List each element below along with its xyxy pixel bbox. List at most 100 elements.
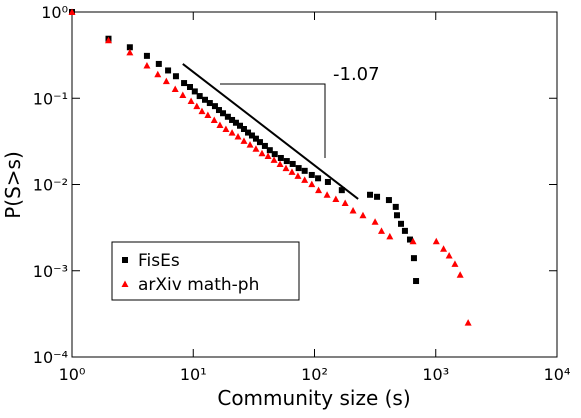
data-point <box>341 199 349 207</box>
data-point <box>237 122 244 129</box>
data-point <box>324 178 331 185</box>
x-tick-label: 10³ <box>422 365 449 384</box>
data-point <box>215 107 222 114</box>
data-point <box>171 85 179 93</box>
data-point <box>294 172 302 179</box>
fit-label: -1.07 <box>333 64 380 85</box>
data-point <box>245 129 252 136</box>
data-point <box>229 116 236 123</box>
x-tick-label: 10² <box>301 365 328 384</box>
data-point <box>277 154 284 161</box>
data-point <box>193 102 201 110</box>
data-point <box>288 168 296 175</box>
legend-label: FisEs <box>138 251 180 271</box>
data-point <box>198 107 206 115</box>
data-point <box>204 111 212 118</box>
data-point <box>258 149 266 157</box>
data-point <box>179 91 187 99</box>
data-point <box>126 48 134 56</box>
data-point <box>406 236 413 243</box>
data-point <box>283 158 290 165</box>
data-point <box>240 126 247 133</box>
data-point <box>308 180 316 188</box>
data-point <box>248 132 255 139</box>
data-point <box>202 96 209 103</box>
data-point <box>220 110 227 117</box>
y-tick-label: 10⁰ <box>41 3 68 22</box>
data-point <box>155 60 162 67</box>
data-point <box>266 147 273 154</box>
data-point <box>216 121 224 128</box>
y-tick-label: 10⁻³ <box>33 262 68 281</box>
data-point <box>359 211 367 219</box>
data-point <box>432 237 440 245</box>
data-point <box>367 191 374 198</box>
data-point <box>252 135 259 142</box>
data-point <box>393 212 400 219</box>
data-point <box>187 97 195 104</box>
data-point <box>401 227 408 234</box>
data-point <box>162 77 170 85</box>
data-point <box>104 36 112 44</box>
data-point <box>224 113 231 120</box>
data-point <box>126 44 133 51</box>
data-point <box>181 80 188 87</box>
data-point <box>271 151 278 158</box>
data-point <box>211 103 218 110</box>
data-point <box>191 88 198 95</box>
data-point <box>154 70 162 78</box>
x-axis-label: Community size (s) <box>217 386 410 410</box>
data-point <box>261 142 268 149</box>
data-point <box>386 232 394 240</box>
y-tick-label: 10⁻² <box>33 176 68 195</box>
data-point <box>392 203 399 210</box>
legend-marker <box>121 280 129 287</box>
data-point <box>264 152 272 160</box>
data-point <box>68 8 76 15</box>
data-point <box>143 61 151 69</box>
data-point <box>451 260 459 267</box>
annotation-bracket <box>220 83 326 158</box>
data-point <box>315 175 322 182</box>
data-point <box>371 218 379 225</box>
data-point <box>385 197 392 204</box>
data-point <box>276 160 284 167</box>
data-point <box>270 156 278 163</box>
data-point <box>289 160 296 167</box>
plot-frame <box>71 11 558 358</box>
legend-marker <box>122 257 128 263</box>
data-point <box>222 125 230 133</box>
x-tick-label: 10¹ <box>180 365 207 384</box>
data-point <box>308 171 315 178</box>
data-point <box>413 278 420 285</box>
data-point <box>240 137 248 144</box>
data-point <box>232 119 239 126</box>
fit-line <box>182 63 359 200</box>
data-point <box>301 167 308 174</box>
data-point <box>206 100 213 107</box>
data-point <box>172 73 179 80</box>
data-point <box>374 193 381 200</box>
data-point <box>234 133 242 140</box>
data-point <box>301 176 309 183</box>
data-point <box>210 116 218 123</box>
legend-box <box>111 241 300 301</box>
data-point <box>143 52 150 59</box>
data-point <box>464 319 472 326</box>
data-point <box>410 255 417 262</box>
data-point <box>338 187 345 194</box>
data-point <box>409 237 417 245</box>
data-point <box>456 271 464 278</box>
data-point <box>165 67 172 74</box>
y-tick-label: 10⁻¹ <box>33 89 68 108</box>
data-point <box>332 195 340 202</box>
y-tick-label: 10⁻⁴ <box>33 348 68 367</box>
legend-label: arXiv math-ph <box>138 275 259 295</box>
data-point <box>378 227 386 234</box>
data-point <box>440 245 448 252</box>
data-point <box>295 165 302 172</box>
data-point <box>349 206 357 214</box>
y-axis-label: P(S>s) <box>1 151 25 219</box>
